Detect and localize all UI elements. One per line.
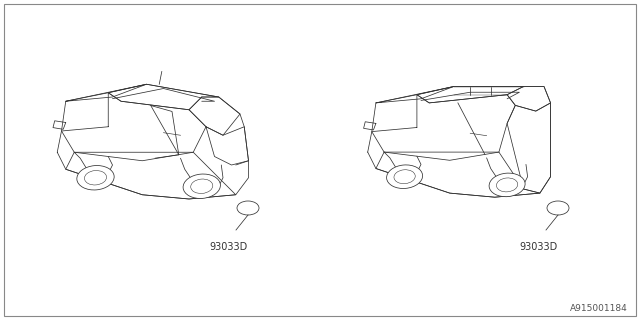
Ellipse shape	[547, 201, 569, 215]
Ellipse shape	[84, 171, 106, 185]
Ellipse shape	[183, 174, 220, 198]
Text: 93033D: 93033D	[209, 242, 247, 252]
Ellipse shape	[77, 165, 114, 190]
Text: A915001184: A915001184	[570, 304, 628, 313]
Ellipse shape	[237, 201, 259, 215]
Ellipse shape	[191, 179, 212, 194]
Ellipse shape	[387, 165, 422, 188]
Ellipse shape	[394, 170, 415, 184]
Text: 93033D: 93033D	[519, 242, 557, 252]
Ellipse shape	[497, 178, 518, 192]
Ellipse shape	[489, 173, 525, 197]
